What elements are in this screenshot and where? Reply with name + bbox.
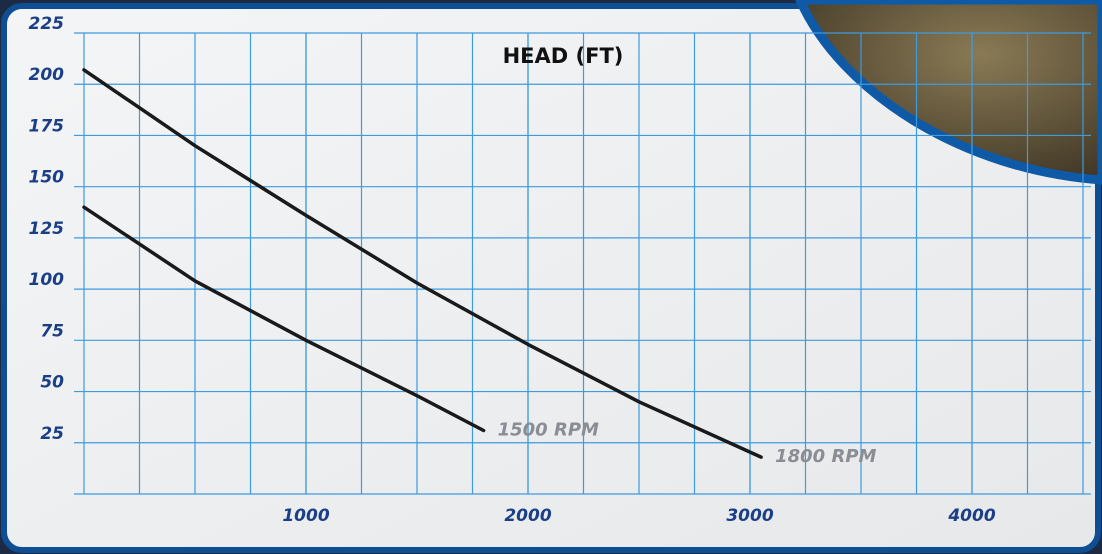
series-label: 1800 RPM [775,446,876,467]
x-tick-label: 3000 [726,506,773,526]
chart: HEAD (FT) 25 50 75 100 125 150 175 200 225 1000 20… [0,0,1102,554]
y-tick-label: 50 [40,373,64,393]
y-tick-label: 75 [40,321,64,341]
x-tick-label: 2000 [504,506,551,526]
x-tick-label: 4000 [947,506,995,526]
y-tick-label: 125 [29,219,65,239]
chart-title: HEAD (FT) [503,44,624,68]
series-label: 1500 RPM [498,419,599,440]
y-tick-label: 100 [29,270,65,290]
x-tick-label: 1000 [282,506,329,526]
y-tick-label: 200 [29,65,65,85]
y-tick-label: 225 [29,14,65,34]
y-tick-label: 25 [40,424,64,444]
y-tick-label: 175 [29,116,65,136]
y-tick-label: 150 [29,168,65,188]
